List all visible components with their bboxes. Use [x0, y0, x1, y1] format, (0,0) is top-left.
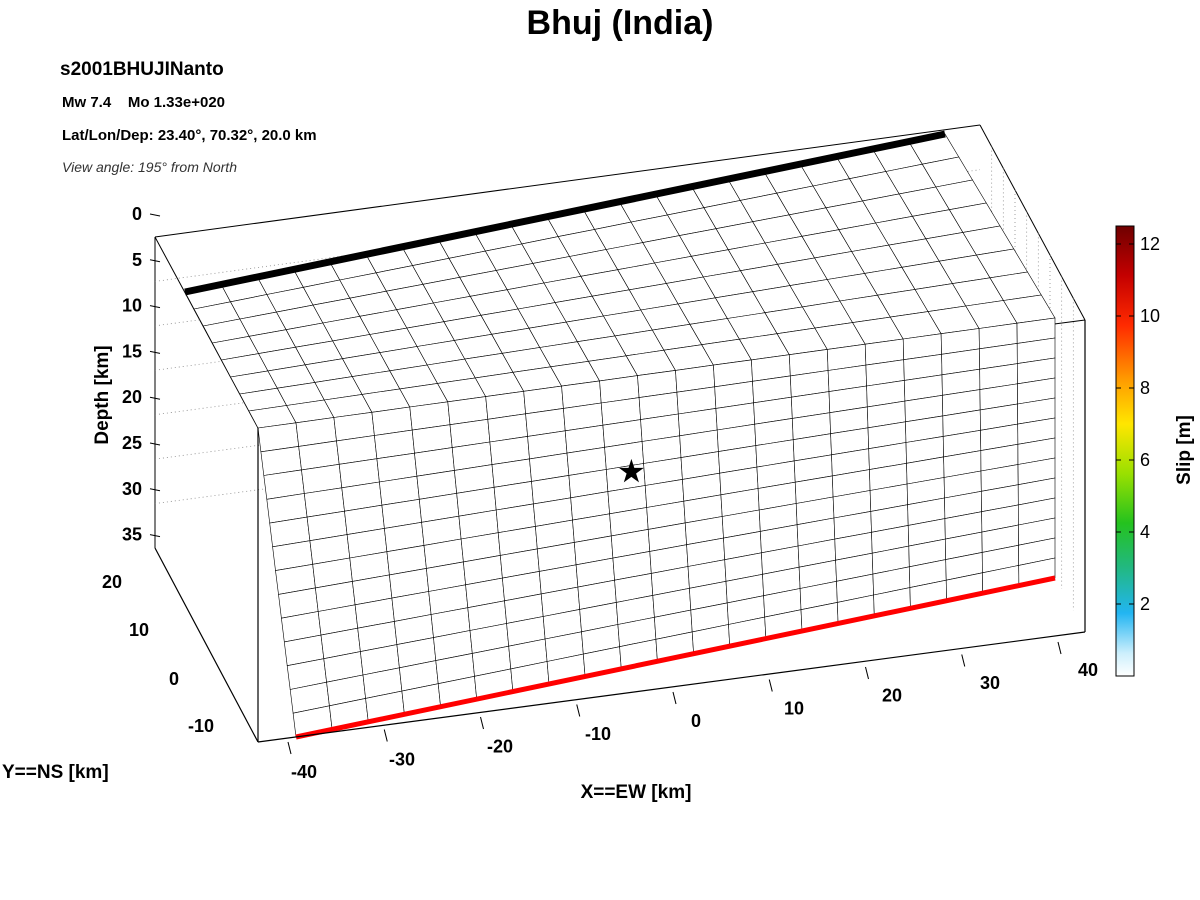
z-tick-mark: [149, 534, 161, 538]
x-tick-mark: [383, 729, 388, 742]
box-edge: [979, 124, 1086, 321]
x-tick-label: 40: [1078, 660, 1098, 680]
z-tick-mark: [149, 396, 161, 400]
y-tick-label: -10: [188, 716, 214, 736]
z-tick-label: 25: [122, 433, 142, 453]
x-tick-mark: [287, 741, 292, 755]
fault-lower-plane: [257, 317, 1056, 740]
chart-title: Bhuj (India): [527, 4, 714, 42]
y-tick-label: 20: [102, 572, 122, 592]
colorbar-tick-label: 10: [1140, 306, 1160, 326]
fault-bottom-edge: [295, 575, 1056, 740]
y-tick-label: 10: [129, 620, 149, 640]
magnitude-line: Mw 7.4 Mo 1.33e+020: [62, 94, 225, 111]
z-tick-mark: [149, 442, 161, 446]
z-tick-mark: [149, 488, 161, 492]
x-tick-label: -40: [291, 762, 317, 782]
axes-box-front: [154, 320, 1086, 743]
view-angle-line: View angle: 195° from North: [62, 159, 237, 175]
y-tick-label: 0: [169, 669, 179, 689]
x-tick-label: -20: [487, 737, 513, 757]
z-axis-label: Depth [km]: [92, 345, 113, 444]
x-tick-label: -30: [389, 749, 415, 769]
z-tick-label: 20: [122, 387, 142, 407]
x-tick-label: 30: [980, 673, 1000, 693]
z-tick-mark: [149, 213, 161, 217]
colorbar-tick-label: 4: [1140, 522, 1150, 542]
z-tick-label: 35: [122, 525, 142, 545]
event-id: s2001BHUJINanto: [60, 59, 224, 80]
z-tick-label: 5: [132, 250, 142, 270]
x-tick-label: -10: [585, 724, 611, 744]
x-tick-mark: [865, 666, 869, 680]
x-tick-mark: [961, 654, 966, 667]
colorbar-label: Slip [m]: [1174, 415, 1195, 485]
z-tick-label: 30: [122, 479, 142, 499]
axis-ticks: 0 5 10 15 20 25 30 35 -10 0 10 20 -40 -30 -20 -10 0 10 20 3…: [102, 204, 1098, 782]
colorbar: [1115, 225, 1135, 677]
x-axis-label: X==EW [km]: [581, 782, 692, 803]
location-line: Lat/Lon/Dep: 23.40°, 70.32°, 20.0 km: [62, 127, 317, 144]
x-tick-mark: [576, 704, 581, 717]
x-tick-label: 0: [691, 711, 701, 731]
x-tick-mark: [1057, 641, 1062, 655]
x-tick-mark: [480, 716, 484, 730]
x-tick-label: 20: [882, 686, 902, 706]
x-tick-mark: [768, 679, 773, 692]
fault-surface-trace: [184, 130, 946, 296]
colorbar-tick-label: 12: [1140, 234, 1160, 254]
z-tick-mark: [149, 305, 161, 309]
z-tick-mark: [149, 259, 161, 263]
x-tick-label: 10: [784, 698, 804, 718]
colorbar-tick-label: 8: [1140, 378, 1150, 398]
z-tick-label: 10: [122, 296, 142, 316]
z-tick-label: 15: [122, 341, 142, 361]
box-edge: [154, 124, 981, 238]
z-tick-mark: [149, 350, 161, 354]
colorbar-tick-label: 2: [1140, 594, 1150, 614]
fault-upper-plane: [184, 130, 1056, 429]
box-edge: [154, 547, 259, 743]
colorbar-tick-label: 6: [1140, 450, 1150, 470]
colorbar-ticks: 2 4 6 8 10 12: [1116, 234, 1160, 614]
box-edge: [257, 631, 1086, 743]
x-tick-mark: [672, 691, 677, 705]
z-tick-label: 0: [132, 204, 142, 224]
y-axis-label: Y==NS [km]: [2, 762, 109, 783]
hypocenter-star: [619, 458, 644, 483]
